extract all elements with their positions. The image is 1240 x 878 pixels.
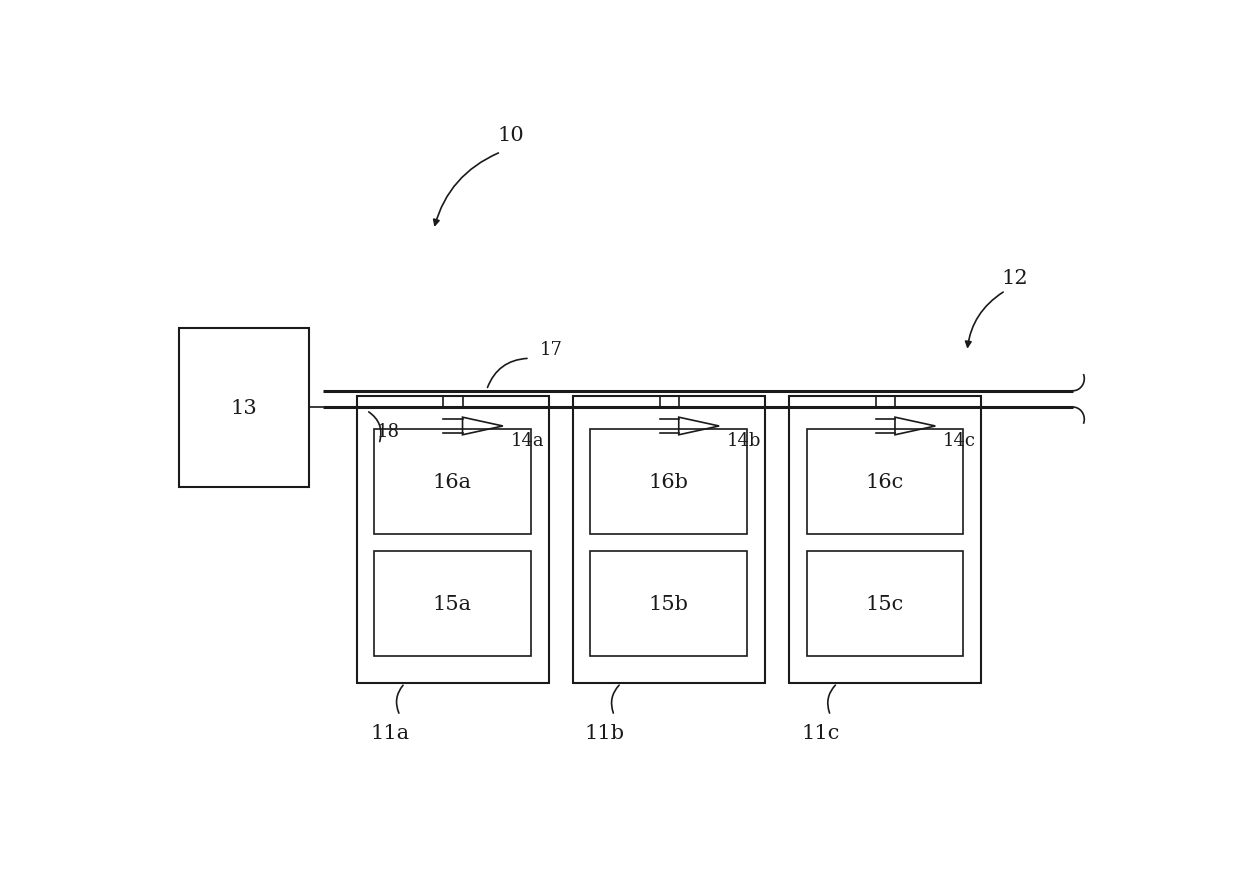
Bar <box>179 328 309 487</box>
Bar <box>374 551 531 657</box>
Text: 14a: 14a <box>511 431 544 449</box>
Bar <box>357 396 549 683</box>
Bar <box>806 551 963 657</box>
Text: 11a: 11a <box>371 723 410 742</box>
Text: 18: 18 <box>377 422 401 440</box>
Text: 12: 12 <box>1002 269 1028 287</box>
Text: 11c: 11c <box>802 723 841 742</box>
Text: 14c: 14c <box>942 431 976 449</box>
Bar <box>374 430 531 535</box>
Bar <box>590 551 746 657</box>
Text: 10: 10 <box>497 126 525 145</box>
Bar <box>806 430 963 535</box>
Text: 14b: 14b <box>727 431 761 449</box>
Text: 15a: 15a <box>433 594 472 614</box>
Text: 16a: 16a <box>433 472 472 492</box>
Bar <box>590 430 746 535</box>
Bar <box>573 396 765 683</box>
Text: 16b: 16b <box>649 472 688 492</box>
Text: 15b: 15b <box>649 594 688 614</box>
Text: 16c: 16c <box>866 472 904 492</box>
Text: 13: 13 <box>231 399 257 417</box>
Text: 17: 17 <box>539 342 562 359</box>
Bar <box>789 396 982 683</box>
Text: 15c: 15c <box>866 594 904 614</box>
Text: 11b: 11b <box>585 723 625 742</box>
